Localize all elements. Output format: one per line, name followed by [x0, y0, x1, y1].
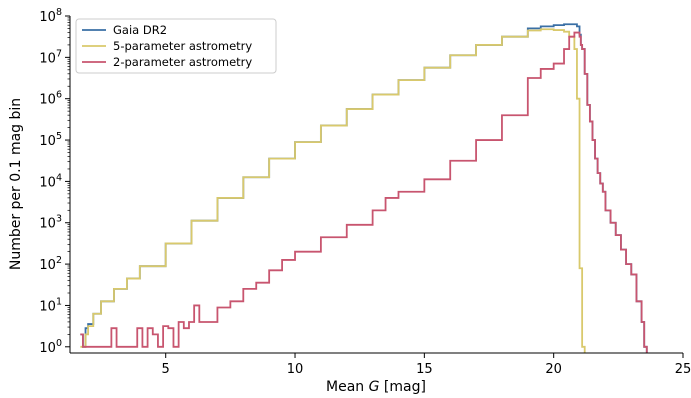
- series-layer: [80, 23, 648, 353]
- x-axis-label: Mean G [mag]: [326, 379, 426, 395]
- y-tick-label: 107: [39, 48, 62, 66]
- y-tick-label: 103: [39, 214, 62, 232]
- y-tick-label: 104: [39, 172, 62, 190]
- y-tick-label: 105: [39, 131, 62, 149]
- axes-layer: 5 10 15 20 25 100 101 102 103 104 105 106 107 108: [39, 7, 691, 377]
- x-tick-label: 5: [162, 362, 170, 377]
- x-tick-label: 20: [545, 362, 562, 377]
- y-tick-label: 102: [39, 255, 62, 273]
- legend-label: 2-parameter astrometry: [113, 55, 252, 69]
- x-tick-label: 25: [675, 362, 691, 377]
- legend-box: [75, 18, 277, 74]
- y-tick-label: 101: [39, 296, 62, 314]
- legend-label: 5-parameter astrometry: [113, 39, 252, 53]
- legend-label: Gaia DR2: [113, 23, 167, 37]
- x-axis-label-variable: G: [369, 379, 380, 395]
- y-tick-label: 100: [39, 338, 62, 356]
- x-tick-label: 15: [416, 362, 433, 377]
- legend: Gaia DR2 5-parameter astrometry 2-paramete…: [75, 18, 277, 74]
- series-2-parameter-astrometry: [80, 31, 648, 353]
- y-axis-label: Number per 0.1 mag bin: [8, 98, 24, 270]
- y-tick-label: 106: [39, 90, 62, 108]
- x-axis-label-suffix: [mag]: [379, 379, 425, 395]
- series-5-parameter-astrometry: [80, 28, 586, 353]
- series-gaia-dr2: [80, 23, 648, 353]
- x-axis-label-prefix: Mean: [326, 379, 369, 395]
- y-tick-label: 108: [39, 7, 62, 25]
- x-tick-label: 10: [287, 362, 304, 377]
